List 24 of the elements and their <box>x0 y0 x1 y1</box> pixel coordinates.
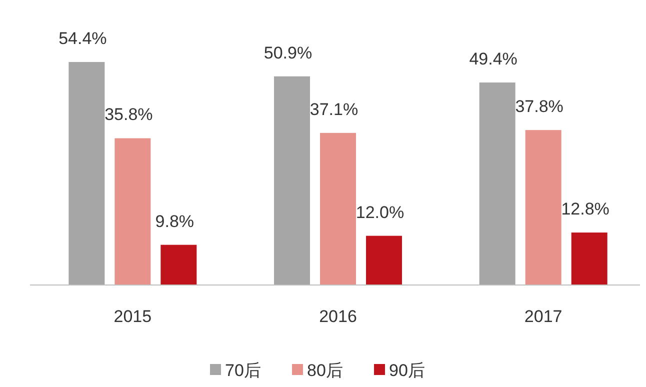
bar <box>525 130 562 285</box>
data-label: 12.8% <box>561 200 610 219</box>
x-tick-label: 2017 <box>524 307 562 326</box>
data-label: 37.8% <box>515 97 564 116</box>
legend-label: 90后 <box>389 361 425 380</box>
data-label: 50.9% <box>264 43 312 62</box>
bar <box>571 232 608 285</box>
bar <box>320 132 356 285</box>
data-label: 37.1% <box>310 100 358 119</box>
data-label: 9.8% <box>155 212 194 231</box>
legend-label: 80后 <box>307 361 343 380</box>
bar <box>68 62 105 285</box>
data-label: 35.8% <box>104 105 153 124</box>
x-tick-label: 2015 <box>114 307 152 326</box>
data-label: 12.0% <box>356 202 404 222</box>
bar <box>274 76 310 285</box>
legend-label: 70后 <box>225 361 261 380</box>
data-label: 54.4% <box>58 29 107 48</box>
bar <box>160 244 197 285</box>
x-tick-label: 2016 <box>319 307 357 326</box>
bar <box>366 236 402 285</box>
data-label: 49.4% <box>469 49 518 68</box>
bar <box>479 82 516 285</box>
bar <box>114 138 151 285</box>
